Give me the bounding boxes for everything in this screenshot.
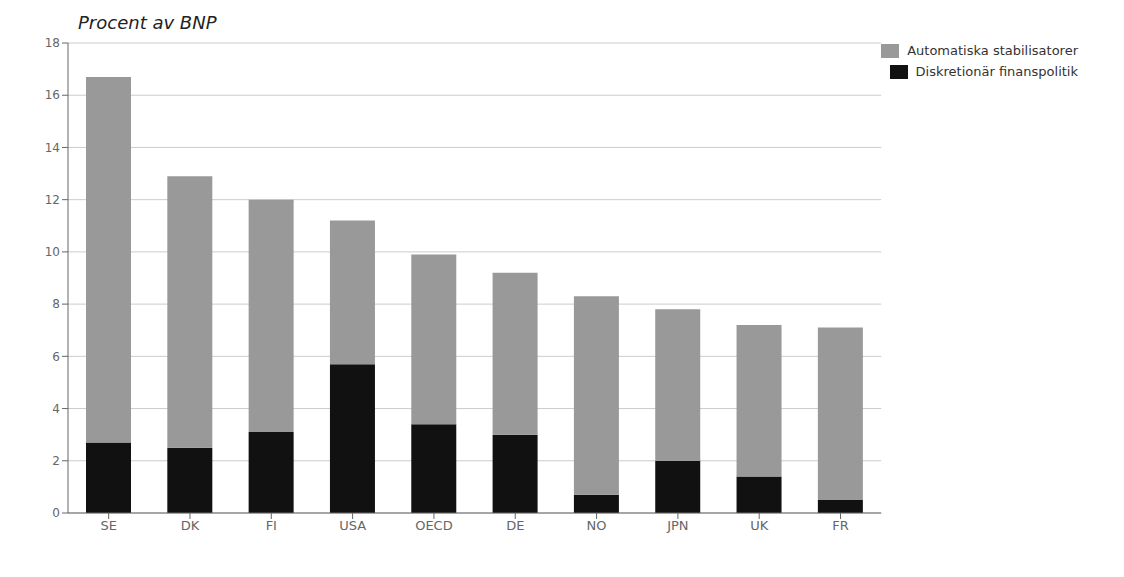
svg-text:NO: NO xyxy=(587,518,607,533)
svg-text:OECD: OECD xyxy=(415,518,453,533)
html-text:Diskretionär finanspolitik: Diskretionär finanspolitik xyxy=(915,64,1078,79)
svg-text:FR: FR xyxy=(832,518,849,533)
svg-text:4: 4 xyxy=(52,402,60,416)
svg-text:DE: DE xyxy=(506,518,524,533)
html-text:Automatiska stabilisatorer: Automatiska stabilisatorer xyxy=(907,43,1078,58)
svg-text:SE: SE xyxy=(100,518,116,533)
svg-text:10: 10 xyxy=(45,245,60,259)
svg-text:16: 16 xyxy=(45,88,60,102)
svg-text:18: 18 xyxy=(45,36,60,50)
svg-text:0: 0 xyxy=(52,506,60,520)
svg-text:6: 6 xyxy=(52,350,60,364)
svg-text:8: 8 xyxy=(52,297,60,311)
svg-text:UK: UK xyxy=(750,518,769,533)
html-text:Procent av BNP: Procent av BNP xyxy=(78,12,217,33)
svg-text:2: 2 xyxy=(52,454,60,468)
svg-text:FI: FI xyxy=(266,518,277,533)
svg-text:12: 12 xyxy=(45,193,60,207)
svg-text:JPN: JPN xyxy=(666,518,688,533)
svg-text:DK: DK xyxy=(181,518,200,533)
svg-text:USA: USA xyxy=(339,518,366,533)
svg-text:14: 14 xyxy=(45,141,60,155)
